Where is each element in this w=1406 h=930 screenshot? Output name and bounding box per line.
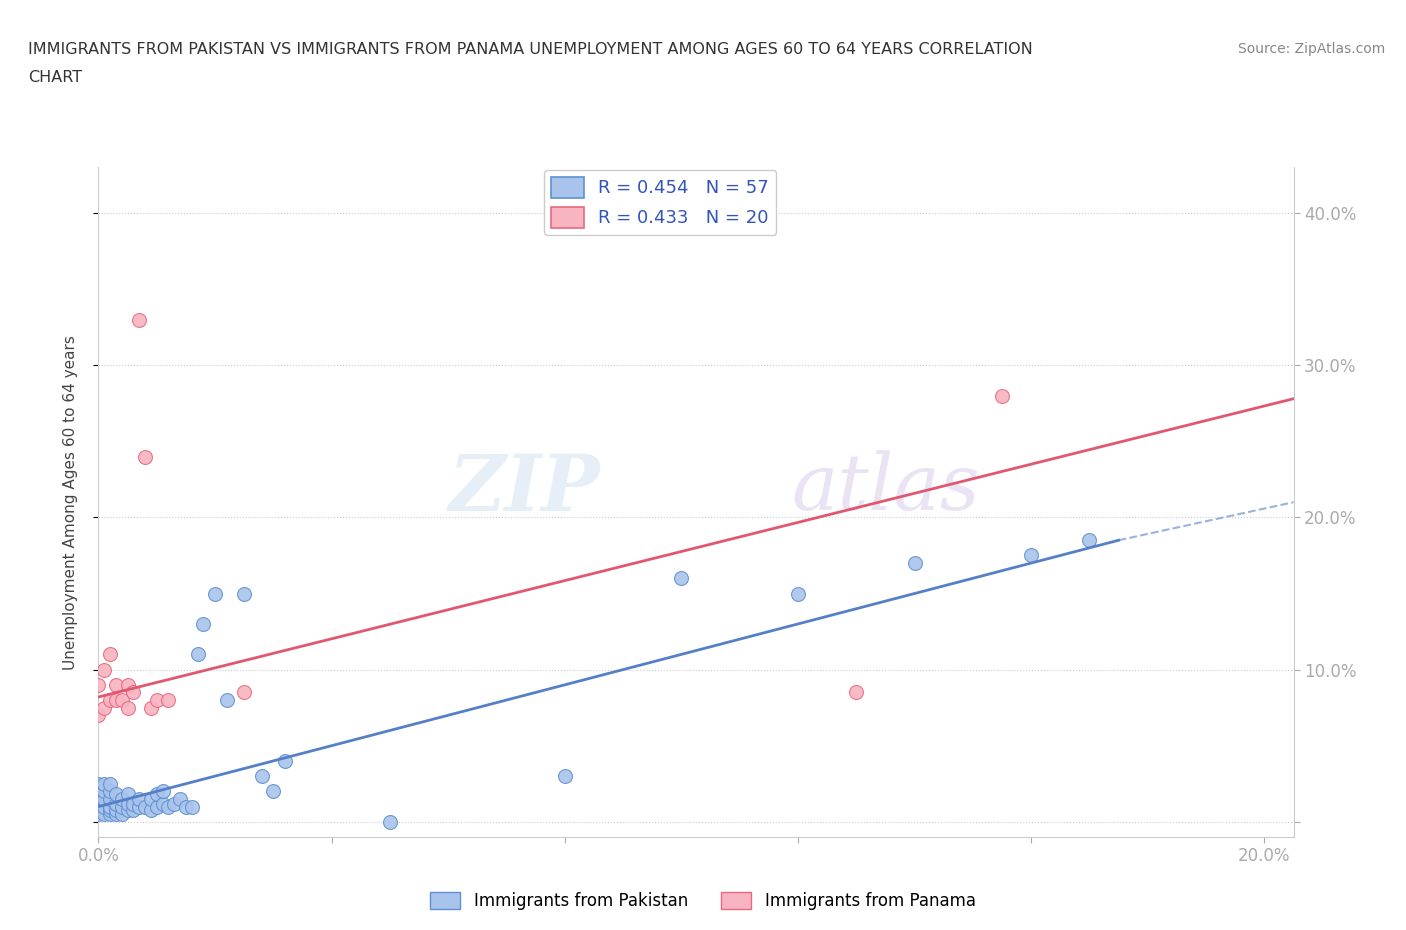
Point: [1078, 533, 1101, 548]
Point: [145, 693, 167, 708]
Point: [128, 799, 150, 814]
Point: [139, 803, 162, 817]
Point: [87, 791, 110, 806]
Point: [111, 806, 134, 821]
Point: [93, 806, 115, 821]
Point: [139, 700, 162, 715]
Point: [104, 677, 127, 692]
Point: [378, 815, 401, 830]
Point: [193, 617, 215, 631]
Text: CHART: CHART: [28, 70, 82, 85]
Point: [93, 799, 115, 814]
Point: [93, 791, 115, 806]
Point: [671, 571, 693, 586]
Point: [104, 787, 127, 802]
Point: [128, 791, 150, 806]
Point: [215, 693, 238, 708]
Point: [554, 769, 576, 784]
Point: [174, 799, 197, 814]
Point: [111, 693, 134, 708]
Point: [204, 586, 226, 601]
Point: [152, 784, 174, 799]
Point: [845, 685, 868, 700]
Legend: R = 0.454   N = 57, R = 0.433   N = 20: R = 0.454 N = 57, R = 0.433 N = 20: [544, 170, 776, 235]
Point: [157, 799, 180, 814]
Point: [186, 647, 208, 662]
Text: ZIP: ZIP: [449, 450, 600, 527]
Point: [98, 799, 121, 814]
Point: [117, 677, 139, 692]
Point: [93, 777, 115, 791]
Point: [122, 685, 145, 700]
Text: IMMIGRANTS FROM PAKISTAN VS IMMIGRANTS FROM PANAMA UNEMPLOYMENT AMONG AGES 60 TO: IMMIGRANTS FROM PAKISTAN VS IMMIGRANTS F…: [28, 42, 1033, 57]
Point: [111, 791, 134, 806]
Point: [87, 708, 110, 723]
Point: [117, 803, 139, 817]
Point: [98, 806, 121, 821]
Point: [145, 799, 167, 814]
Legend: Immigrants from Pakistan, Immigrants from Panama: Immigrants from Pakistan, Immigrants fro…: [423, 885, 983, 917]
Point: [1019, 548, 1042, 563]
Point: [139, 791, 162, 806]
Point: [145, 787, 167, 802]
Point: [98, 693, 121, 708]
Point: [93, 662, 115, 677]
Text: Source: ZipAtlas.com: Source: ZipAtlas.com: [1237, 42, 1385, 56]
Text: atlas: atlas: [792, 451, 980, 527]
Point: [98, 791, 121, 806]
Point: [93, 784, 115, 799]
Point: [98, 803, 121, 817]
Point: [93, 700, 115, 715]
Point: [163, 796, 186, 811]
Point: [111, 799, 134, 814]
Point: [104, 796, 127, 811]
Point: [157, 693, 180, 708]
Point: [87, 784, 110, 799]
Point: [104, 693, 127, 708]
Y-axis label: Unemployment Among Ages 60 to 64 years: Unemployment Among Ages 60 to 64 years: [63, 335, 77, 670]
Point: [134, 449, 156, 464]
Point: [122, 803, 145, 817]
Point: [122, 796, 145, 811]
Point: [98, 777, 121, 791]
Point: [250, 769, 273, 784]
Point: [87, 777, 110, 791]
Point: [98, 647, 121, 662]
Point: [903, 555, 925, 570]
Point: [87, 806, 110, 821]
Point: [87, 677, 110, 692]
Point: [152, 796, 174, 811]
Point: [104, 806, 127, 821]
Point: [104, 803, 127, 817]
Point: [98, 784, 121, 799]
Point: [87, 799, 110, 814]
Point: [128, 312, 150, 327]
Point: [991, 388, 1014, 403]
Point: [233, 586, 256, 601]
Point: [117, 796, 139, 811]
Point: [169, 791, 191, 806]
Point: [787, 586, 810, 601]
Point: [117, 787, 139, 802]
Point: [274, 753, 297, 768]
Point: [134, 799, 156, 814]
Point: [180, 799, 202, 814]
Point: [233, 685, 256, 700]
Point: [117, 700, 139, 715]
Point: [262, 784, 284, 799]
